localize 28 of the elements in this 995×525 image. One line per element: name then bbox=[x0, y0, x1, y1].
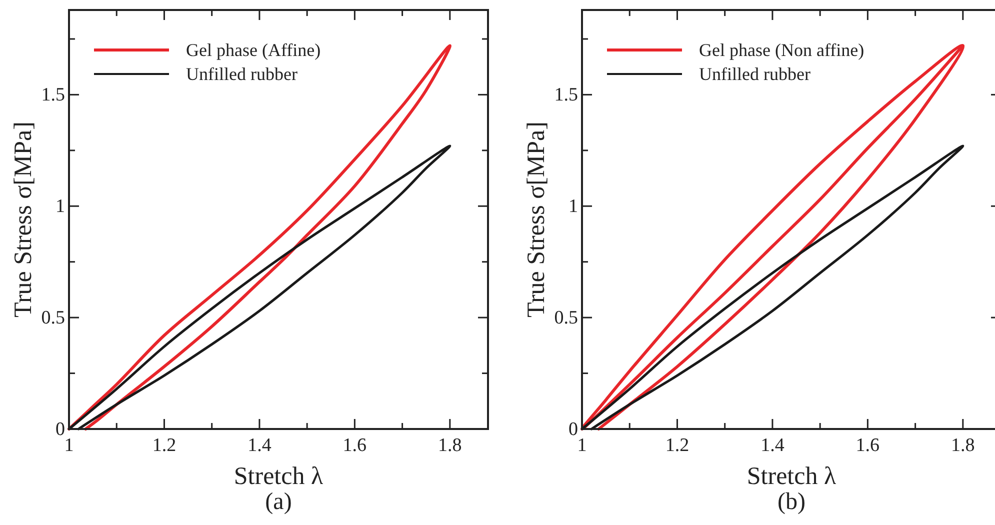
line-series bbox=[580, 44, 964, 430]
y-tick-label: 1.5 bbox=[41, 84, 65, 106]
x-tick-label: 1.2 bbox=[665, 435, 690, 456]
x-tick-label: 1.8 bbox=[951, 435, 975, 456]
legend-label: Gel phase (Non affine) bbox=[699, 40, 864, 60]
y-tick-label: 1 bbox=[568, 196, 578, 218]
x-tick-label: 1.4 bbox=[248, 435, 272, 456]
x-tick-label: 1.6 bbox=[856, 435, 880, 456]
y-tick-label: 0.5 bbox=[554, 308, 578, 329]
x-tick-label: 1.6 bbox=[342, 435, 367, 456]
y-tick-label: 1 bbox=[56, 196, 65, 218]
text: (a) bbox=[265, 489, 292, 515]
x-tick-label: 1.2 bbox=[152, 435, 176, 456]
x-tick-label: 1.8 bbox=[438, 435, 462, 456]
x-tick-label: 1.4 bbox=[760, 435, 785, 456]
legend-label: Unfilled rubber bbox=[699, 64, 810, 84]
x-axis-title: Stretch λ bbox=[746, 463, 836, 490]
text: (b) bbox=[778, 489, 806, 515]
legend-label: Unfilled rubber bbox=[186, 64, 298, 84]
y-tick-label: 0 bbox=[568, 419, 578, 440]
x-axis-title: Stretch λ bbox=[234, 463, 324, 490]
line-series bbox=[68, 44, 452, 430]
y-axis-title: True Stress σ[MPa] bbox=[10, 122, 37, 318]
y-tick-label: 1.5 bbox=[554, 84, 578, 106]
y-tick-label: 0 bbox=[56, 419, 65, 440]
y-tick-label: 0.5 bbox=[41, 308, 65, 329]
y-axis-title: True Stress σ[MPa] bbox=[523, 122, 550, 318]
legend-label: Gel phase (Affine) bbox=[186, 40, 321, 60]
